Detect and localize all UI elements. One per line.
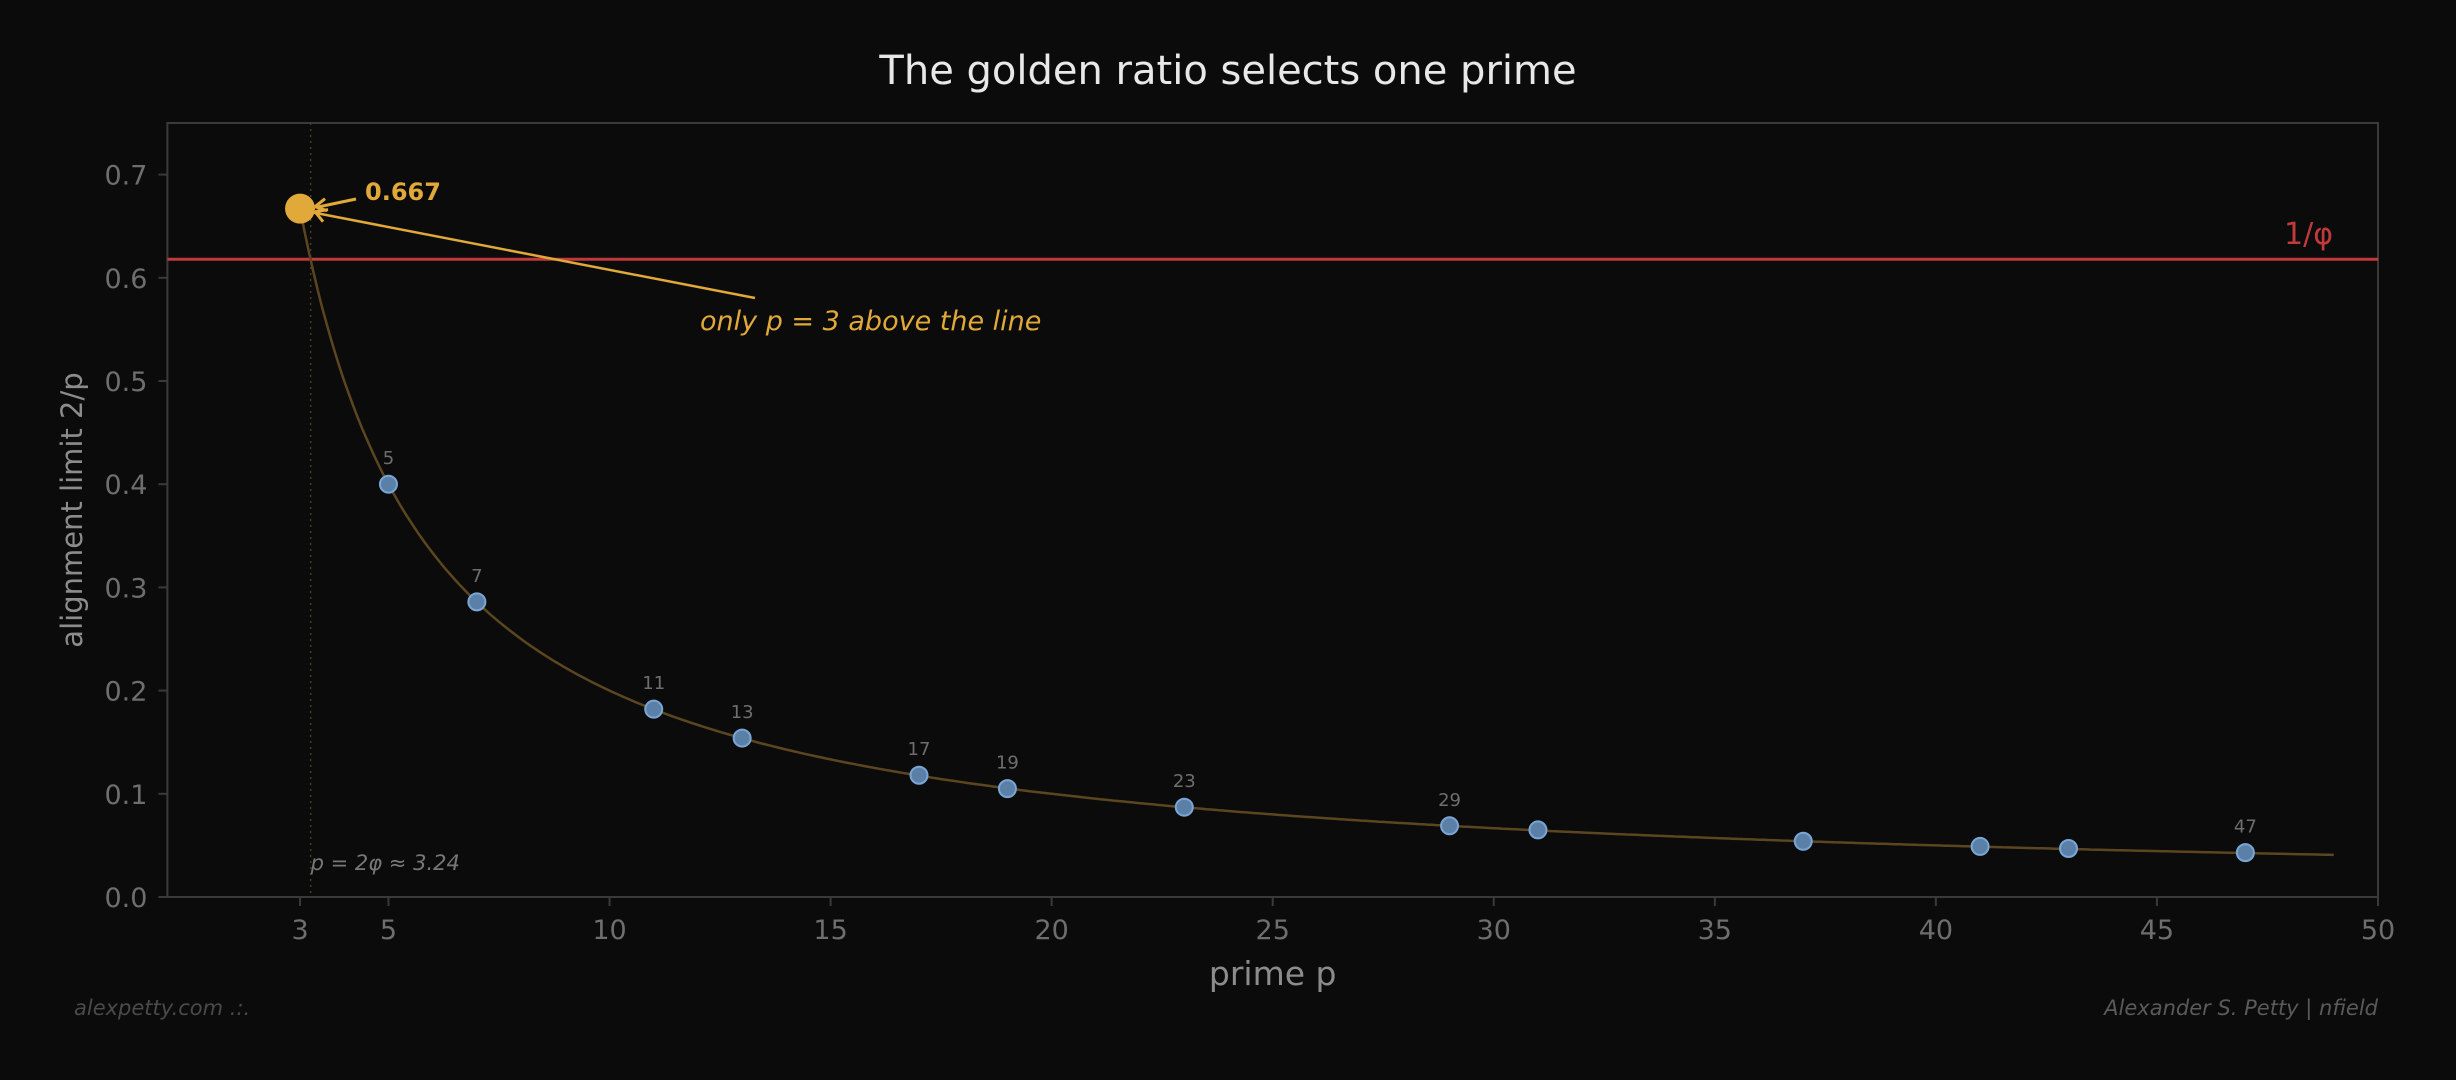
x-tick-label: 35 bbox=[1698, 915, 1732, 946]
footer-site-credit: alexpetty.com .:. bbox=[74, 996, 251, 1020]
x-tick-label: 50 bbox=[2361, 915, 2395, 946]
y-tick-label: 0.5 bbox=[104, 367, 147, 398]
note-arrow bbox=[313, 211, 756, 300]
prime-point-label: 47 bbox=[2234, 817, 2257, 838]
note-arrow-head bbox=[313, 208, 329, 223]
prime-point bbox=[997, 779, 1017, 799]
x-tick-label: 15 bbox=[813, 915, 847, 946]
x-tick-label: 3 bbox=[291, 915, 308, 946]
plot-frame bbox=[166, 122, 2380, 898]
y-tick-label: 0.4 bbox=[104, 470, 147, 501]
vline-label: p = 2φ ≈ 3.24 bbox=[310, 851, 460, 875]
value-arrow bbox=[317, 197, 357, 209]
note-annotation: only p = 3 above the line bbox=[700, 306, 1041, 337]
prime-point bbox=[2235, 843, 2255, 863]
prime-point bbox=[1440, 816, 1460, 836]
y-tick-label: 0.3 bbox=[104, 573, 147, 604]
prime-point bbox=[732, 728, 752, 748]
prime-point bbox=[1174, 797, 1194, 817]
prime-point-label: 13 bbox=[731, 702, 754, 723]
x-tick-label: 25 bbox=[1256, 915, 1290, 946]
x-tick-label: 10 bbox=[592, 915, 626, 946]
x-tick-label: 5 bbox=[380, 915, 397, 946]
prime-point-label: 23 bbox=[1173, 771, 1196, 792]
y-tick-label: 0.0 bbox=[104, 883, 147, 914]
prime-point-label: 17 bbox=[908, 739, 931, 760]
prime-point bbox=[378, 474, 398, 494]
y-tick-label: 0.7 bbox=[104, 161, 147, 192]
x-tick-label: 45 bbox=[2140, 915, 2174, 946]
prime-point-label: 19 bbox=[996, 753, 1019, 774]
prime-point bbox=[2059, 838, 2079, 858]
highlight-point bbox=[285, 193, 316, 224]
y-tick-label: 0.6 bbox=[104, 264, 147, 295]
prime-point bbox=[644, 699, 664, 719]
chart-title: The golden ratio selects one prime bbox=[879, 48, 1577, 94]
x-tick-label: 20 bbox=[1034, 915, 1068, 946]
prime-point bbox=[467, 592, 487, 612]
prime-point-label: 5 bbox=[383, 448, 394, 469]
prime-point-label: 11 bbox=[642, 673, 665, 694]
prime-point-label: 29 bbox=[1438, 790, 1461, 811]
prime-point bbox=[1793, 831, 1813, 851]
y-tick-label: 0.1 bbox=[104, 780, 147, 811]
x-tick-label: 30 bbox=[1477, 915, 1511, 946]
prime-point bbox=[1528, 820, 1548, 840]
prime-point bbox=[1970, 836, 1990, 856]
x-axis-label: prime p bbox=[1209, 954, 1337, 993]
prime-point bbox=[909, 765, 929, 785]
value-annotation: 0.667 bbox=[365, 178, 441, 206]
prime-point-label: 7 bbox=[471, 566, 482, 587]
two-over-p-curve bbox=[298, 208, 2334, 857]
footer-author-credit: Alexander S. Petty | nfield bbox=[2104, 996, 2378, 1020]
y-tick-label: 0.2 bbox=[104, 677, 147, 708]
y-axis-label: alignment limit 2/p bbox=[55, 372, 89, 647]
inverse-phi-label: 1/φ bbox=[2284, 217, 2333, 252]
x-tick-label: 40 bbox=[1919, 915, 1953, 946]
